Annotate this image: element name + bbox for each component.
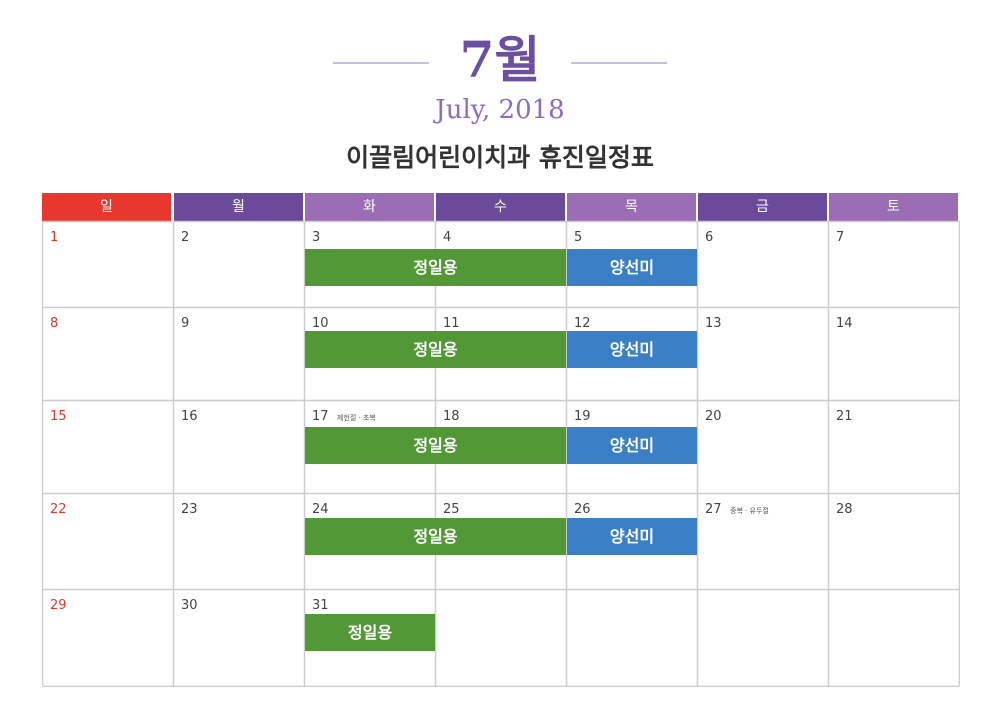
decorative-line-left [333,62,429,64]
weekday-header: 일 [42,193,171,221]
day-number: 7 [836,230,845,245]
weekday-header: 월 [174,193,303,221]
weekday-header: 금 [698,193,827,221]
day-number: 19 [574,409,591,424]
day-number: 18 [443,409,460,424]
closure-bar-yang-seonmi[interactable]: 양선미 [567,427,697,464]
weekday-header: 화 [305,193,434,221]
closure-bar-jung-ilyong[interactable]: 정일용 [305,249,566,286]
day-number: 24 [312,502,329,517]
closure-bar-yang-seonmi[interactable]: 양선미 [567,331,697,368]
day-number: 15 [50,409,67,424]
calendar-grid: 일 월 화 수 목 금 토 1 2 3 4 5 6 7 8 9 10 11 12 13 14 15 16 17 18 19 20 21… [42,193,960,687]
day-number: 5 [574,230,583,245]
day-number: 20 [705,409,722,424]
holiday-label: 제헌절 · 초복 [337,414,376,422]
closure-bar-yang-seonmi[interactable]: 양선미 [567,518,697,555]
weekday-header: 목 [567,193,696,221]
closure-bar-jung-ilyong[interactable]: 정일용 [305,331,566,368]
closure-bar-yang-seonmi[interactable]: 양선미 [567,249,697,286]
day-number: 30 [181,598,198,613]
decorative-line-right [571,62,667,64]
day-number: 25 [443,502,460,517]
day-number: 3 [312,230,321,245]
closure-bar-jung-ilyong[interactable]: 정일용 [305,518,566,555]
weekday-header: 수 [436,193,565,221]
holiday-label: 중복 · 유두절 [730,507,769,515]
day-number: 16 [181,409,198,424]
month-title: 7월 [459,30,541,89]
day-number: 29 [50,598,67,613]
day-number: 31 [312,598,329,613]
day-number: 2 [181,230,190,245]
month-subtitle: July, 2018 [435,95,565,125]
closure-bar-jung-ilyong[interactable]: 정일용 [305,427,566,464]
grid-lines [42,220,960,687]
day-number: 13 [705,316,722,331]
day-number: 8 [50,316,59,331]
day-number: 21 [836,409,853,424]
calendar-header: 7월 July, 2018 이끌림어린이치과 휴진일정표 [0,0,1000,190]
day-number: 17 [312,409,329,424]
day-number: 1 [50,230,59,245]
day-number: 14 [836,316,853,331]
day-number: 12 [574,316,591,331]
day-number: 26 [574,502,591,517]
day-number: 11 [443,316,460,331]
schedule-title: 이끌림어린이치과 휴진일정표 [346,143,654,172]
day-number: 4 [443,230,452,245]
weekday-header: 토 [829,193,958,221]
day-number: 27 [705,502,722,517]
day-number: 9 [181,316,190,331]
day-number: 28 [836,502,853,517]
day-number: 22 [50,502,67,517]
day-number: 23 [181,502,198,517]
day-number: 6 [705,230,714,245]
day-number: 10 [312,316,329,331]
closure-bar-jung-ilyong[interactable]: 정일용 [305,614,435,651]
